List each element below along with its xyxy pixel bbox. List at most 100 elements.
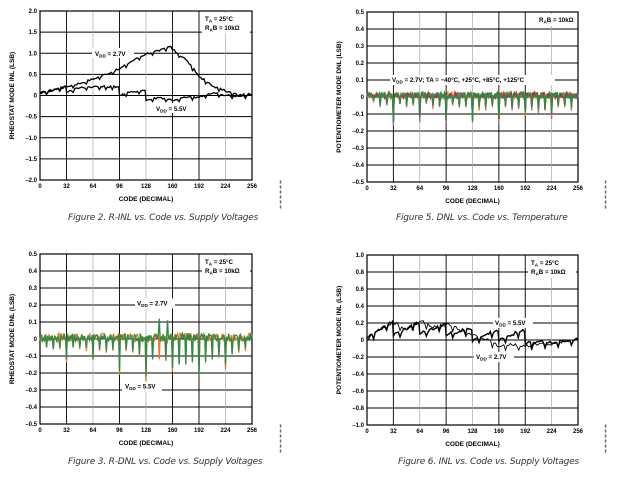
y-tick-label: 0.2 [356,321,365,327]
y-tick-label: 0.1 [29,320,38,326]
x-tick-label: 192 [520,429,531,435]
x-tick-label: 256 [247,184,258,190]
label-bg [92,48,134,58]
series-label-vdd-5-5v: VDD = 5.5V [156,106,187,114]
figure-3-chart: 0.50.40.30.20.10–0.1–0.2–0.3–0.4–0.50 32 6… [9,252,258,447]
series-label-vdd-2-7v: VDD = 2.7V [476,354,507,362]
figure-6-side-id: ▮▮▮▮▮▮ [603,424,608,454]
series-line-vdd-5-5v [40,84,253,103]
x-tick-label: 128 [467,429,478,435]
x-tick-label: 64 [90,428,97,434]
label-bg [153,103,193,113]
label-bg [493,318,533,328]
x-tick-label: 160 [494,429,505,435]
label-bg [122,381,162,392]
y-tick-label: 0.8 [356,270,365,276]
annotation-bg [390,75,555,85]
condition-label: RAB = 10kΩ [205,268,240,276]
y-tick-label: –0.4 [25,405,37,411]
figure-3-caption: Figure 3. R-DNL vs. Code vs. Supply Volt… [68,457,263,467]
x-tick-label: 0 [38,428,42,434]
conditions-box [536,14,576,26]
y-tick-label: –1.0 [352,423,364,429]
y-axis-label: POTENTIOMETER MODE INL (LSB) [336,286,343,395]
condition-label: TA = 25°C [531,260,560,268]
x-tick-label: 32 [63,184,70,190]
series-label-vdd-2-7v: VDD = 2.7V [95,51,126,59]
y-axis-label: RHEOSTAT MODE INL (LSB) [9,52,16,139]
y-tick-label: –0.4 [352,163,364,169]
figure-6-panel: 1.0 0.8 0.6 0.4 0.2 0 –0.2 –0.4 –0.6 –0.8 –1.0 0 32 6… [310,240,620,478]
y-tick-label: 0 [361,338,365,344]
y-tick-label: 0.1 [356,78,365,84]
y-tick-label: 0.4 [356,27,365,33]
y-tick-label: –0.5 [25,422,37,428]
series-line-vdd-2-7v [366,320,579,352]
condition-label: TA = 25°C [205,16,234,24]
x-tick-label: 0 [365,186,369,192]
x-tick-label: 0 [365,429,369,435]
figure-2-chart: 2.01.51.00.50–0.5–1.0–1.5–2.00 32 64 96 128 1… [9,9,258,203]
y-tick-label: 2.0 [29,9,38,15]
figure-6-chart: 1.00.80.60.40.20–0.2–0.4–0.6–0.8–1.00 32 6… [336,253,584,448]
y-tick-label: 0 [34,337,38,343]
x-tick-label: 64 [416,429,423,435]
x-tick-label: 224 [220,428,231,434]
dnl-series-vdd-5-5v [39,331,253,382]
x-tick-label: 256 [247,428,258,434]
y-tick-label: –0.4 [352,372,364,378]
series-line-vdd-5-5v [366,319,579,350]
condition-label: TA = 25°C [205,259,234,267]
y-tick-label: 1.0 [356,253,365,259]
x-tick-label: 160 [494,186,505,192]
y-axis-label: RHEOSTAT MODE DNL (LSB) [9,294,16,384]
y-tick-label: –0.3 [352,146,364,152]
x-tick-label: 32 [390,186,397,192]
y-tick-label: –0.1 [25,354,37,360]
figure-2-caption: Figure 2. R-INL vs. Code vs. Supply Volt… [68,213,259,223]
y-tick-label: 1.5 [29,30,38,36]
y-tick-label: –1.0 [25,136,37,142]
x-axis-label: CODE (DECIMAL) [445,441,500,448]
dnl-series-vdd-2-7v [39,318,253,377]
x-tick-label: 128 [141,184,152,190]
figure-3-side-id: ▮▮▮▮▮▮ [278,424,283,454]
x-axis-label: CODE (DECIMAL) [119,440,174,447]
figure-2-panel: 2.0 1.5 1.0 0.5 0 –0.5 –1.0 –1.5 –2.0 0 32 64 96 128 1… [0,0,310,238]
x-tick-label: 192 [194,428,205,434]
y-tick-label: –0.6 [352,389,364,395]
x-tick-label: 0 [38,184,42,190]
y-tick-label: –0.2 [25,371,37,377]
y-tick-label: 0.4 [356,304,365,310]
figure-2-side-id: ▮▮▮▮▮▮ [278,180,283,210]
series-label-vdd-5-5v: VDD = 5.5V [125,384,156,392]
dnl-series-3 [366,90,579,123]
y-tick-label: 0.6 [356,287,365,293]
figure-5-caption: Figure 5. DNL vs. Code vs. Temperature [396,213,568,223]
y-axis-label: POTENTIOMETER MODE DNL (LSB) [336,41,343,152]
x-tick-label: 192 [194,184,205,190]
x-tick-label: 256 [573,429,584,435]
conditions-box [202,256,250,277]
conditions-box [202,13,250,34]
x-tick-label: 32 [390,429,397,435]
x-tick-label: 192 [520,186,531,192]
series-line-vdd-2-7v [39,45,253,99]
y-tick-label: –0.2 [352,129,364,135]
x-tick-label: 64 [90,184,97,190]
y-tick-label: –2.0 [25,178,37,184]
figure-3-panel: 0.5 0.4 0.3 0.2 0.1 0 –0.1 –0.2 –0.3 –0.4 –0.5 0 32 6… [0,240,310,478]
y-tick-label: –0.2 [352,355,364,361]
y-tick-label: 0.3 [29,286,38,292]
y-tick-label: 0.5 [29,72,38,78]
label-bg [135,298,175,309]
figure-5-chart: 0.50.40.30.20.10–0.1–0.2–0.3–0.4–0.50 32 6… [336,10,584,205]
x-tick-label: 96 [116,428,123,434]
x-tick-label: 224 [547,429,558,435]
x-axis-label: CODE (DECIMAL) [119,196,174,203]
y-tick-label: 0.2 [356,61,365,67]
y-tick-label: 0 [361,95,365,101]
x-tick-label: 160 [167,184,178,190]
y-tick-label: 0.3 [356,44,365,50]
x-tick-label: 96 [443,429,450,435]
